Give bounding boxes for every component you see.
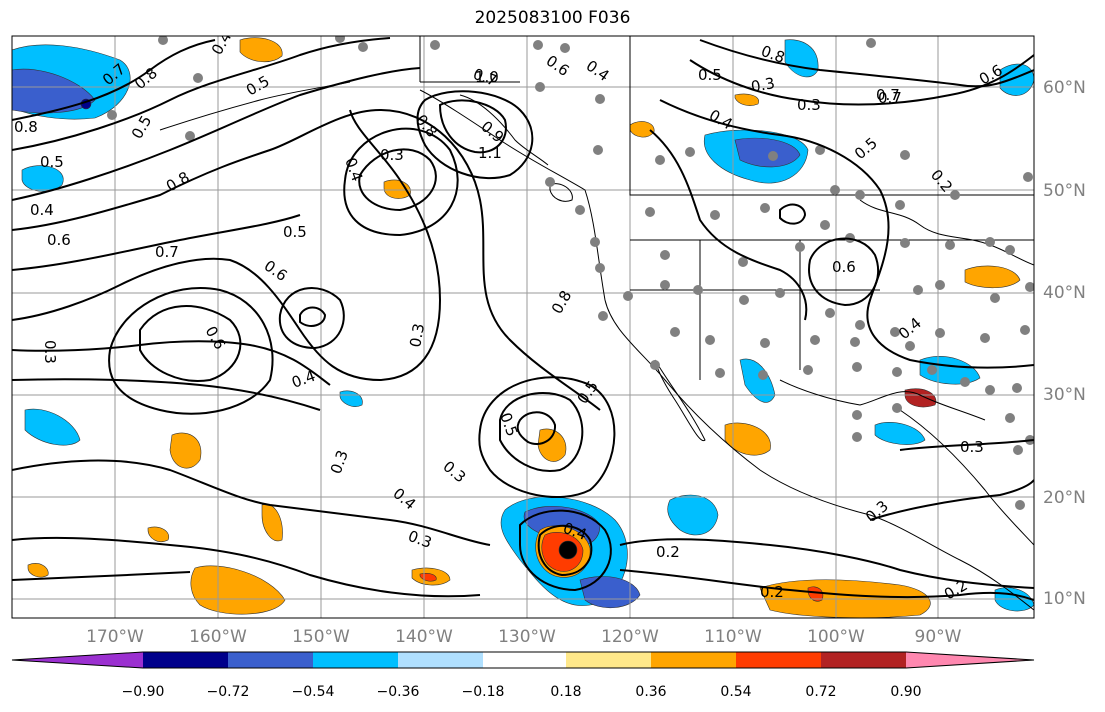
negative-anomaly-area — [21, 165, 64, 192]
longitude-label: 100°W — [807, 627, 865, 647]
contour-label: 0.5 — [698, 66, 722, 84]
contour-label: 0.3 — [960, 438, 984, 456]
longitude-label: 140°W — [395, 627, 453, 647]
latitude-label: 30°N — [1043, 385, 1086, 405]
positive-anomaly-area — [190, 565, 286, 615]
hurricane-center — [558, 540, 578, 560]
positive-anomaly-area — [807, 586, 824, 602]
station-markers — [107, 36, 1034, 510]
positive-anomaly-area — [734, 93, 759, 106]
longitude-label: 160°W — [189, 627, 247, 647]
positive-anomaly-area — [629, 121, 655, 138]
negative-anomaly-area — [734, 137, 801, 168]
contour-label: 0.5 — [40, 153, 64, 171]
contour-label-group: 0.7 0.8 0.5 0.5 0.4 0.8 0.5 0.4 0.6 0.8 … — [14, 36, 1006, 603]
colorbar-tick-label: 0.54 — [720, 684, 751, 700]
positive-anomaly-area — [579, 576, 641, 609]
map-title: 2025083100 F036 — [474, 8, 631, 28]
negative-anomaly-area — [24, 408, 81, 446]
contour-label: 0.3 — [380, 146, 404, 164]
positive-anomaly-area — [169, 432, 202, 469]
latitude-label: 50°N — [1043, 181, 1086, 201]
positive-anomaly-area — [537, 428, 567, 462]
contour-label: 0.3 — [41, 340, 59, 364]
longitude-label: 150°W — [292, 627, 350, 647]
contour-label: 0.2 — [656, 543, 680, 561]
contour-label: 1.1 — [478, 144, 502, 162]
colorbar-tick-label: 0.18 — [550, 684, 581, 700]
colorbar-outline — [11, 651, 1035, 669]
latitude-label: 40°N — [1043, 283, 1086, 303]
longitude-label: 130°W — [498, 627, 556, 647]
positive-anomaly-area — [239, 37, 283, 63]
colorbar-left-extension — [12, 652, 143, 668]
positive-anomaly-area — [904, 388, 937, 408]
colorbar-tick-label: 0.90 — [890, 684, 921, 700]
colorbar-swatch — [651, 652, 736, 668]
positive-anomaly-area — [27, 563, 49, 578]
contour-label: 0.4 — [30, 201, 54, 219]
latitude-label: 20°N — [1043, 488, 1086, 508]
contour-label: 0.7 — [876, 86, 900, 104]
colorbar-swatch — [821, 652, 906, 668]
graticule — [12, 36, 1034, 618]
positive-anomaly-area — [147, 526, 170, 542]
contour-lines — [12, 37, 1034, 601]
colorbar-swatch — [566, 652, 651, 668]
negative-anomaly-area — [667, 494, 719, 536]
contour-label: 0.7 — [155, 243, 179, 261]
negative-anomaly-area — [12, 68, 96, 114]
colorbar-tick-label: −0.36 — [377, 684, 420, 700]
colorbar-tick-label: −0.18 — [462, 684, 505, 700]
contour-label: 0.5 — [283, 223, 307, 241]
colorbar: −0.90 −0.72 −0.54 −0.36 −0.18 0.18 0.36 … — [11, 651, 1035, 700]
colorbar-tick-label: 0.36 — [635, 684, 666, 700]
longitude-label: 110°W — [704, 627, 762, 647]
colorbar-tick-label: −0.72 — [207, 684, 250, 700]
longitude-label: 120°W — [601, 627, 659, 647]
contour-label: 0.3 — [406, 322, 428, 349]
contour-label: 0.7 — [878, 89, 902, 107]
contour-label: 0.3 — [797, 96, 821, 114]
colorbar-swatch — [483, 652, 566, 668]
colorbar-swatch — [398, 652, 483, 668]
colorbar-tick-label: −0.54 — [292, 684, 335, 700]
colorbar-swatch — [228, 652, 313, 668]
positive-anomaly-area — [964, 265, 1021, 289]
longitude-axis: 170°W 160°W 150°W 140°W 130°W 120°W 110°… — [86, 627, 962, 647]
contour-label: 0.3 — [750, 74, 777, 96]
colorbar-swatch — [736, 652, 821, 668]
contour-label: 0.6 — [832, 258, 856, 276]
contour-label: 0.6 — [47, 231, 71, 249]
longitude-label: 170°W — [86, 627, 144, 647]
colorbar-right-extension — [906, 652, 1034, 668]
contour-label: 0.8 — [14, 118, 38, 136]
positive-anomaly-area — [261, 503, 283, 542]
contour-label: 1.0 — [475, 68, 499, 86]
colorbar-tick-label: 0.72 — [805, 684, 836, 700]
latitude-label: 60°N — [1043, 78, 1086, 98]
map-frame — [11, 35, 1035, 619]
colorbar-tick-label: −0.90 — [122, 684, 165, 700]
colorbar-swatch — [143, 652, 228, 668]
negative-anomaly-area — [874, 421, 926, 445]
latitude-axis: 60°N 50°N 40°N 30°N 20°N 10°N — [1043, 78, 1086, 609]
longitude-label: 90°W — [915, 627, 962, 647]
contour-label: 0.2 — [760, 583, 784, 601]
latitude-label: 10°N — [1043, 589, 1086, 609]
colorbar-swatch — [313, 652, 398, 668]
